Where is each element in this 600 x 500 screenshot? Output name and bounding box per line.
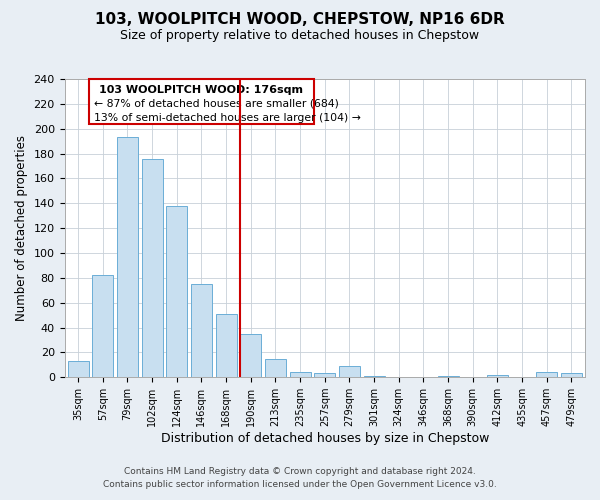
Bar <box>240 334 261 377</box>
Y-axis label: Number of detached properties: Number of detached properties <box>15 135 28 321</box>
Bar <box>142 158 163 377</box>
X-axis label: Distribution of detached houses by size in Chepstow: Distribution of detached houses by size … <box>161 432 489 445</box>
Bar <box>265 358 286 377</box>
Bar <box>487 374 508 377</box>
Text: 103, WOOLPITCH WOOD, CHEPSTOW, NP16 6DR: 103, WOOLPITCH WOOD, CHEPSTOW, NP16 6DR <box>95 12 505 28</box>
Bar <box>364 376 385 377</box>
Bar <box>191 284 212 377</box>
Bar <box>290 372 311 377</box>
Bar <box>561 374 582 377</box>
Bar <box>117 138 138 377</box>
Bar <box>536 372 557 377</box>
Bar <box>339 366 360 377</box>
Text: 103 WOOLPITCH WOOD: 176sqm: 103 WOOLPITCH WOOD: 176sqm <box>100 85 304 95</box>
Text: 13% of semi-detached houses are larger (104) →: 13% of semi-detached houses are larger (… <box>94 112 361 122</box>
Bar <box>437 376 458 377</box>
Text: ← 87% of detached houses are smaller (684): ← 87% of detached houses are smaller (68… <box>94 99 339 109</box>
Bar <box>68 361 89 377</box>
Text: Contains HM Land Registry data © Crown copyright and database right 2024.
Contai: Contains HM Land Registry data © Crown c… <box>103 468 497 489</box>
Bar <box>215 314 236 377</box>
Bar <box>92 276 113 377</box>
Bar <box>314 374 335 377</box>
Text: Size of property relative to detached houses in Chepstow: Size of property relative to detached ho… <box>121 29 479 42</box>
Bar <box>166 206 187 377</box>
FancyBboxPatch shape <box>89 79 314 124</box>
